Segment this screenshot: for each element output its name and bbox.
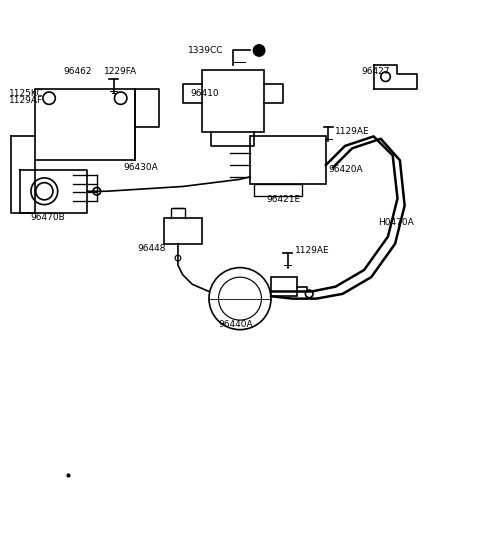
Text: 96427: 96427 (362, 68, 390, 77)
Text: 1125KC: 1125KC (9, 89, 43, 98)
Text: 1129AE: 1129AE (336, 127, 370, 136)
Bar (271, 277, 297, 296)
Circle shape (253, 45, 265, 56)
Bar (35, 89, 135, 160)
Bar (254, 184, 302, 196)
Text: 1129AE: 1129AE (295, 246, 329, 255)
Bar (164, 218, 202, 244)
Text: 1339CC: 1339CC (188, 46, 223, 55)
Text: 96440A: 96440A (218, 320, 253, 329)
Text: 96430A: 96430A (123, 163, 158, 172)
Text: 96420A: 96420A (328, 165, 363, 174)
Text: 96410: 96410 (190, 89, 218, 98)
Text: H0470A: H0470A (378, 218, 414, 227)
Text: 96470B: 96470B (30, 213, 65, 222)
Text: 96448: 96448 (137, 244, 166, 253)
Bar (202, 70, 264, 132)
Text: 96421E: 96421E (266, 195, 300, 204)
Text: 96462: 96462 (63, 68, 92, 77)
Text: 1129AF: 1129AF (9, 96, 43, 105)
Bar (250, 137, 326, 184)
Text: 1229FA: 1229FA (104, 68, 137, 77)
